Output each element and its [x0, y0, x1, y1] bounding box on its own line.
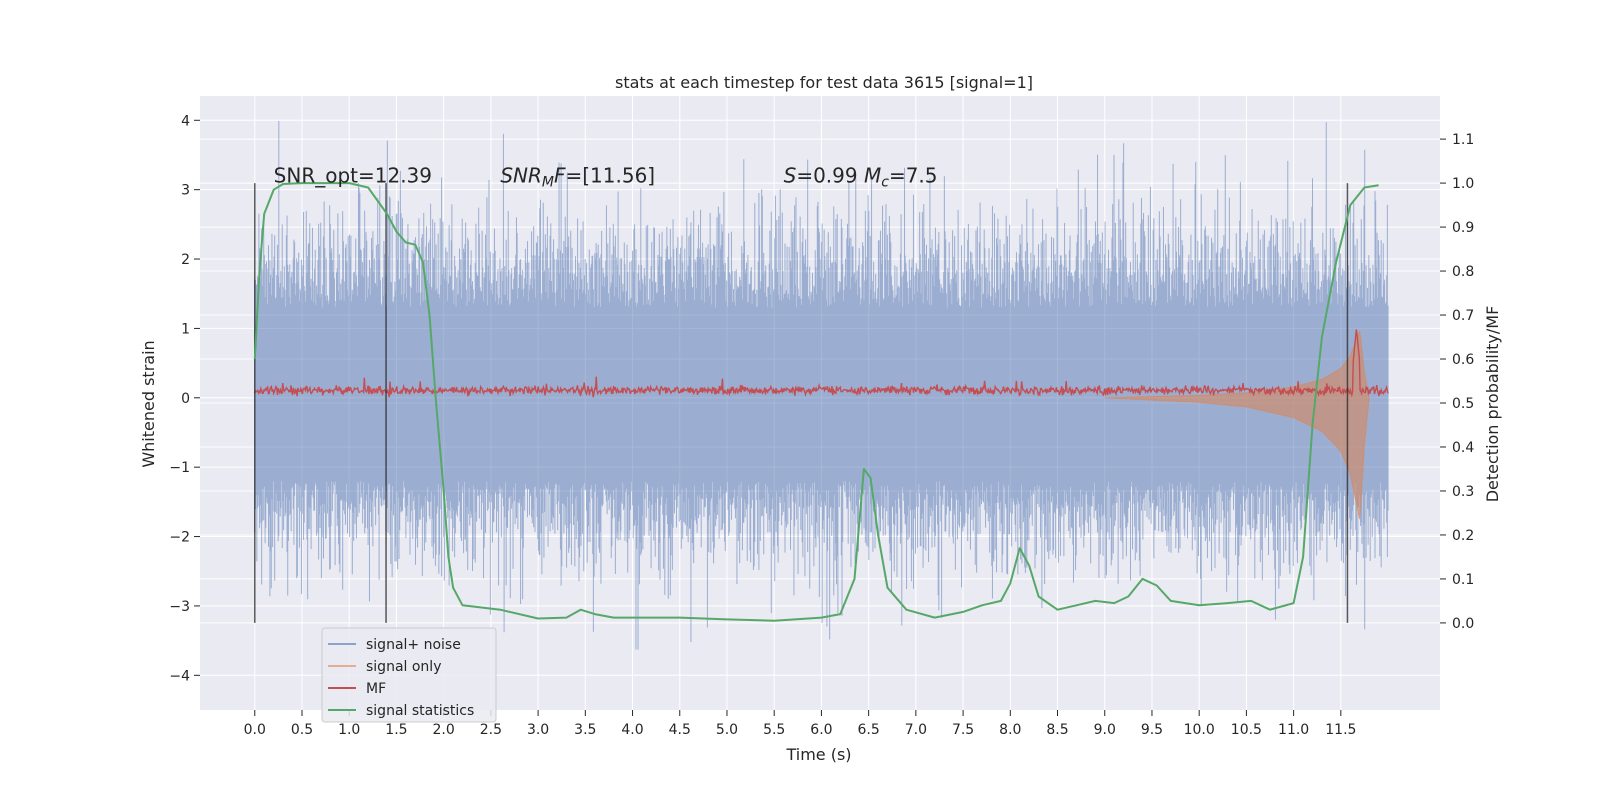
y-tick-label-0: 4 — [181, 113, 190, 129]
annotation-snr-mf: SNRMF=[11.56] — [500, 164, 655, 191]
x-tick-label-16: 8.0 — [999, 722, 1021, 738]
annotation-snr-mf-f: F — [554, 164, 566, 188]
annotation-mc-label: M — [864, 164, 881, 188]
annotation-snr-mf-value: =[11.56] — [565, 164, 655, 188]
y-tick-label-1: 3 — [181, 183, 190, 199]
legend-label-1: signal only — [366, 659, 441, 675]
y2-tick-label-2: 0.9 — [1452, 220, 1474, 236]
y2-tick-label-4: 0.7 — [1452, 308, 1474, 324]
annotation-s-mc: S=0.99 Mc=7.5 — [784, 164, 938, 191]
x-tick-label-10: 5.0 — [716, 722, 738, 738]
y2-tick-label-5: 0.6 — [1452, 352, 1474, 368]
x-tick-label-2: 1.0 — [338, 722, 360, 738]
x-tick-label-23: 11.5 — [1325, 722, 1356, 738]
x-tick-label-12: 6.0 — [810, 722, 832, 738]
y-tick-label-2: 2 — [181, 252, 190, 268]
y2-tick-label-9: 0.2 — [1452, 528, 1474, 544]
x-tick-label-4: 2.0 — [433, 722, 455, 738]
series-signal-statistics — [253, 182, 1379, 622]
y-tick-label-7: −3 — [169, 599, 190, 615]
x-tick-label-19: 9.5 — [1141, 722, 1163, 738]
chart-title: stats at each timestep for test data 361… — [615, 73, 1033, 92]
x-tick-label-13: 6.5 — [858, 722, 880, 738]
x-tick-label-7: 3.5 — [574, 722, 596, 738]
y2-tick-label-10: 0.1 — [1452, 572, 1474, 588]
x-tick-label-20: 10.0 — [1184, 722, 1215, 738]
x-axis-ticks: 0.0 0.5 1.0 1.5 2.0 2.5 3.0 3.5 4.0 4.5 5.0 5.5 6.0 6… — [244, 710, 1356, 738]
y2-tick-label-11: 0.0 — [1452, 616, 1474, 632]
legend-label-0: signal+ noise — [366, 637, 461, 653]
y2-tick-label-0: 1.1 — [1452, 132, 1474, 148]
y-axis-label: Whitened strain — [139, 340, 158, 467]
y-tick-label-8: −4 — [169, 668, 190, 684]
x-tick-label-5: 2.5 — [480, 722, 502, 738]
y-tick-label-5: −1 — [169, 460, 190, 476]
x-tick-label-17: 8.5 — [1046, 722, 1068, 738]
x-tick-label-15: 7.5 — [952, 722, 974, 738]
x-tick-label-6: 3.0 — [527, 722, 549, 738]
y-tick-label-3: 1 — [181, 321, 190, 337]
x-tick-label-9: 4.5 — [669, 722, 691, 738]
x-tick-label-22: 11.0 — [1278, 722, 1309, 738]
y2-tick-label-6: 0.5 — [1452, 396, 1474, 412]
y-tick-label-6: −2 — [169, 530, 190, 546]
annotation-snr-mf-base: SNR — [500, 164, 542, 188]
signal-statistics-line — [253, 182, 1379, 622]
chirp-envelope — [1104, 330, 1370, 520]
y2-tick-label-7: 0.4 — [1452, 440, 1474, 456]
annotation-mc-value: =7.5 — [889, 164, 938, 188]
y2-axis-ticks: 1.1 1.0 0.9 0.8 0.7 0.6 0.5 0.4 0.3 0.2 0.1 0.0 — [1440, 132, 1474, 632]
vertical-markers — [254, 183, 1349, 623]
annotation-mc-sub: c — [881, 175, 889, 191]
y2-axis-label: Detection probability/MF — [1483, 306, 1502, 503]
x-tick-label-0: 0.0 — [244, 722, 266, 738]
x-tick-label-11: 5.5 — [763, 722, 785, 738]
series-mf — [254, 329, 1389, 398]
y2-tick-label-8: 0.3 — [1452, 484, 1474, 500]
legend: signal+ noise signal only MF signal statist… — [321, 627, 497, 723]
annotation-snr-mf-sub: M — [542, 175, 554, 191]
series-signal-only — [1104, 330, 1370, 520]
x-tick-label-3: 1.5 — [385, 722, 407, 738]
annotation-s-label: S — [784, 164, 797, 188]
y2-tick-label-1: 1.0 — [1452, 176, 1474, 192]
legend-label-2: MF — [366, 681, 386, 697]
legend-box — [321, 627, 497, 723]
x-tick-label-18: 9.0 — [1094, 722, 1116, 738]
y2-tick-label-3: 0.8 — [1452, 264, 1474, 280]
x-tick-label-21: 10.5 — [1231, 722, 1262, 738]
mf-trace — [254, 329, 1389, 398]
x-axis-label: Time (s) — [785, 745, 851, 764]
y-axis-ticks: 4 3 2 1 0 −1 −2 −3 −4 — [169, 113, 200, 684]
y-tick-label-4: 0 — [181, 391, 190, 407]
legend-label-3: signal statistics — [366, 703, 474, 719]
annotations: SNR_opt=12.39 SNRMF=[11.56] S=0.99 Mc=7.5 — [274, 164, 938, 191]
x-tick-label-1: 0.5 — [291, 722, 313, 738]
annotation-s-value: =0.99 — [796, 164, 864, 188]
x-tick-label-8: 4.0 — [621, 722, 643, 738]
x-tick-label-14: 7.0 — [905, 722, 927, 738]
annotation-snr-opt: SNR_opt=12.39 — [274, 164, 432, 188]
